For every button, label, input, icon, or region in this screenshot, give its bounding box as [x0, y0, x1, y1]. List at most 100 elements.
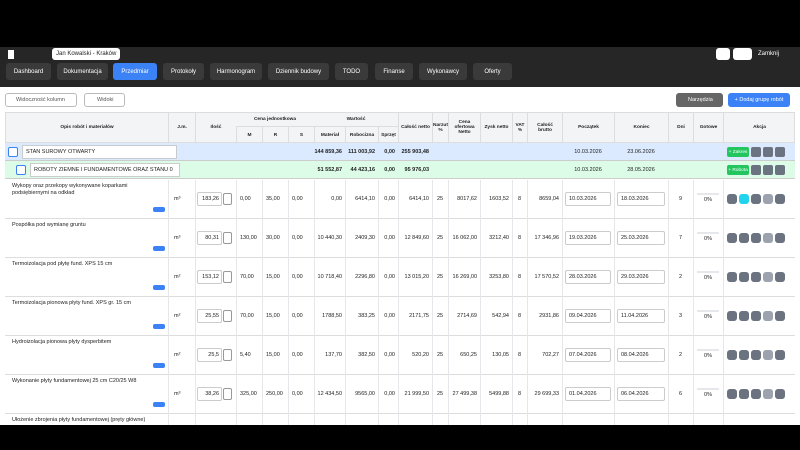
action-icon[interactable]: [739, 272, 749, 282]
nav-tab[interactable]: TODO: [335, 63, 368, 80]
date-input[interactable]: 18.03.2026: [617, 192, 665, 206]
action-icon[interactable]: [763, 272, 773, 282]
date-input[interactable]: 07.04.2026: [565, 348, 611, 362]
action-icon[interactable]: [751, 389, 761, 399]
action-icon[interactable]: [763, 165, 773, 175]
price-input[interactable]: 0,00: [292, 313, 303, 319]
action-icon[interactable]: [739, 194, 749, 204]
price-input[interactable]: 0,00: [292, 235, 303, 241]
add-group-button[interactable]: + Dodaj grupę robót: [728, 93, 790, 107]
action-icon[interactable]: [775, 311, 785, 321]
action-icon[interactable]: [751, 272, 761, 282]
action-icon[interactable]: [751, 350, 761, 360]
action-icon[interactable]: [739, 350, 749, 360]
nav-tab[interactable]: Dziennik budowy: [268, 63, 329, 80]
price-input[interactable]: 35,00: [266, 196, 280, 202]
date-input[interactable]: 08.04.2026: [617, 348, 665, 362]
price-input[interactable]: 5,40: [240, 352, 251, 358]
price-input[interactable]: 70,00: [240, 313, 254, 319]
action-icon[interactable]: [763, 350, 773, 360]
action-icon[interactable]: [763, 311, 773, 321]
collapse-button[interactable]: [8, 147, 18, 157]
action-icon[interactable]: [739, 311, 749, 321]
calc-button[interactable]: [223, 388, 232, 400]
quantity-input[interactable]: 25,55: [197, 309, 222, 323]
tools-button[interactable]: Narzędzia: [676, 93, 723, 107]
action-icon[interactable]: [739, 389, 749, 399]
calc-button[interactable]: [223, 232, 232, 244]
action-icon[interactable]: [727, 194, 737, 204]
group-add-button[interactable]: + Robota: [727, 165, 749, 175]
nav-tab[interactable]: Harmonogram: [210, 63, 262, 80]
date-input[interactable]: 19.03.2026: [565, 231, 611, 245]
nav-tab[interactable]: Wykonawcy: [419, 63, 467, 80]
calc-button[interactable]: [223, 271, 232, 283]
action-icon[interactable]: [763, 194, 773, 204]
collapse-button[interactable]: [16, 165, 26, 175]
quantity-input[interactable]: 153,12: [197, 270, 222, 284]
action-icon[interactable]: [775, 194, 785, 204]
price-input[interactable]: 30,00: [266, 235, 280, 241]
calc-button[interactable]: [223, 193, 232, 205]
date-input[interactable]: 29.03.2026: [617, 270, 665, 284]
columns-button[interactable]: Widoczność kolumn: [5, 93, 77, 107]
project-select[interactable]: Jan Kowalski - Kraków: [52, 48, 120, 60]
calc-button[interactable]: [223, 310, 232, 322]
price-input[interactable]: 0,00: [292, 274, 303, 280]
price-input[interactable]: 15,00: [266, 352, 280, 358]
action-icon[interactable]: [751, 233, 761, 243]
price-input[interactable]: 325,00: [240, 391, 257, 397]
bell-button[interactable]: [733, 48, 752, 60]
nav-tab[interactable]: Dokumentacja: [57, 63, 108, 80]
action-icon[interactable]: [727, 389, 737, 399]
date-input[interactable]: 06.04.2026: [617, 387, 665, 401]
action-icon[interactable]: [739, 233, 749, 243]
action-icon[interactable]: [763, 389, 773, 399]
action-icon[interactable]: [775, 233, 785, 243]
action-icon[interactable]: [727, 272, 737, 282]
date-input[interactable]: 25.03.2026: [617, 231, 665, 245]
price-input[interactable]: 250,00: [266, 391, 283, 397]
action-icon[interactable]: [727, 233, 737, 243]
nav-tab[interactable]: Przedmiar: [113, 63, 157, 80]
action-icon[interactable]: [751, 194, 761, 204]
price-input[interactable]: 70,00: [240, 274, 254, 280]
date-input[interactable]: 10.03.2026: [565, 192, 611, 206]
action-icon[interactable]: [751, 147, 761, 157]
quantity-input[interactable]: 80,31: [197, 231, 222, 245]
msg-button[interactable]: [716, 48, 730, 60]
nav-tab[interactable]: Oferty: [473, 63, 512, 80]
action-icon[interactable]: [727, 311, 737, 321]
price-input[interactable]: 0,00: [292, 196, 303, 202]
quantity-input[interactable]: 25,5: [197, 348, 222, 362]
price-input[interactable]: 15,00: [266, 313, 280, 319]
date-input[interactable]: 28.03.2026: [565, 270, 611, 284]
close-link[interactable]: Zamknij: [758, 51, 780, 57]
date-input[interactable]: 09.04.2026: [565, 309, 611, 323]
price-input[interactable]: 0,00: [292, 352, 303, 358]
nav-tab[interactable]: Finanse: [375, 63, 413, 80]
action-icon[interactable]: [775, 272, 785, 282]
action-icon[interactable]: [763, 233, 773, 243]
action-icon[interactable]: [775, 350, 785, 360]
nav-tab[interactable]: Protokoły: [163, 63, 204, 80]
views-button[interactable]: Widoki: [84, 93, 125, 107]
action-icon[interactable]: [751, 311, 761, 321]
action-icon[interactable]: [727, 350, 737, 360]
action-icon[interactable]: [775, 147, 785, 157]
group-add-button[interactable]: + Zakres: [727, 147, 749, 157]
quantity-input[interactable]: 183,26: [197, 192, 222, 206]
calc-button[interactable]: [223, 349, 232, 361]
action-icon[interactable]: [751, 165, 761, 175]
price-input[interactable]: 130,00: [240, 235, 257, 241]
date-input[interactable]: 11.04.2026: [617, 309, 665, 323]
action-icon[interactable]: [775, 389, 785, 399]
action-icon[interactable]: [763, 147, 773, 157]
price-input[interactable]: 0,00: [292, 391, 303, 397]
price-input[interactable]: 0,00: [240, 196, 251, 202]
quantity-input[interactable]: 38,26: [197, 387, 222, 401]
price-input[interactable]: 15,00: [266, 274, 280, 280]
date-input[interactable]: 01.04.2026: [565, 387, 611, 401]
nav-tab[interactable]: Dashboard: [6, 63, 51, 80]
action-icon[interactable]: [775, 165, 785, 175]
